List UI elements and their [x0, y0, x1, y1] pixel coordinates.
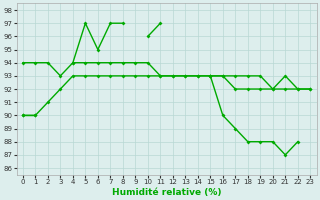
X-axis label: Humidité relative (%): Humidité relative (%)	[112, 188, 221, 197]
